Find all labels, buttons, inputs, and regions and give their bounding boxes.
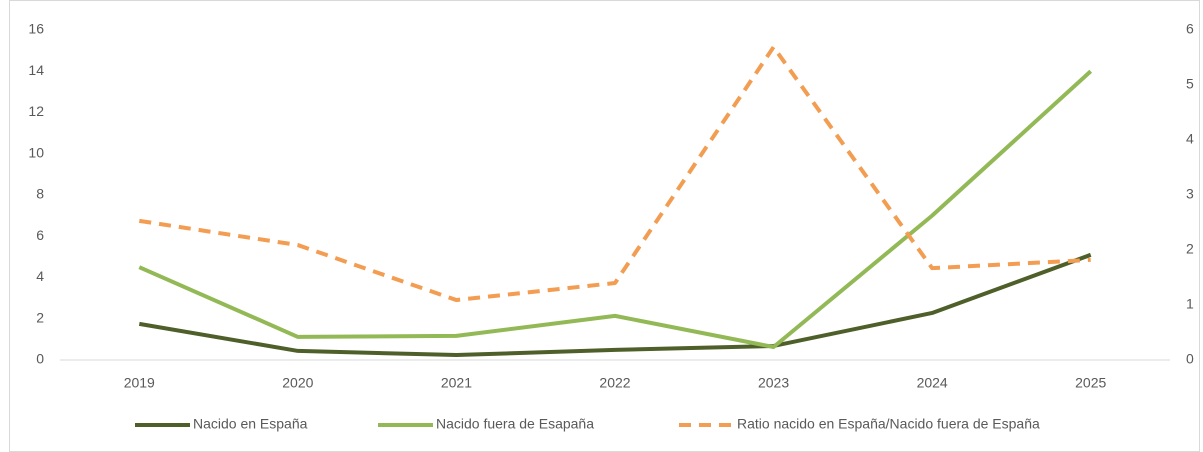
x-tick-label: 2023 <box>758 375 789 391</box>
chart-frame <box>9 0 1200 452</box>
x-tick-label: 2024 <box>917 375 948 391</box>
y-tick-label: 10 <box>28 144 44 160</box>
x-tick-label: 2021 <box>441 375 472 391</box>
y2-tick-label: 3 <box>1186 186 1194 202</box>
series-line <box>138 45 1091 303</box>
y2-tick-label: 2 <box>1186 241 1194 257</box>
x-tick-label: 2022 <box>599 375 630 391</box>
y-tick-label: 6 <box>36 227 44 243</box>
y-tick-label: 16 <box>28 21 44 37</box>
y2-tick-label: 0 <box>1186 351 1194 367</box>
y-tick-label: 0 <box>36 351 44 367</box>
y2-tick-label: 6 <box>1186 21 1194 37</box>
series-line <box>138 69 1093 350</box>
x-tick-label: 2020 <box>282 375 313 391</box>
legend-label: Nacido fuera de Esapaña <box>436 416 594 432</box>
y-tick-label: 4 <box>36 268 44 284</box>
y-tick-label: 8 <box>36 186 44 202</box>
series-line <box>138 252 1092 358</box>
y2-tick-label: 5 <box>1186 76 1194 92</box>
x-tick-label: 2019 <box>124 375 155 391</box>
x-tick-label: 2025 <box>1075 375 1106 391</box>
y2-tick-label: 4 <box>1186 131 1194 147</box>
legend-label: Ratio nacido en España/Nacido fuera de E… <box>737 416 1040 432</box>
y-tick-label: 12 <box>28 103 44 119</box>
y-tick-label: 2 <box>36 309 44 325</box>
y-tick-label: 14 <box>28 62 44 78</box>
legend-label: Nacido en España <box>193 416 308 432</box>
y2-tick-label: 1 <box>1186 296 1194 312</box>
